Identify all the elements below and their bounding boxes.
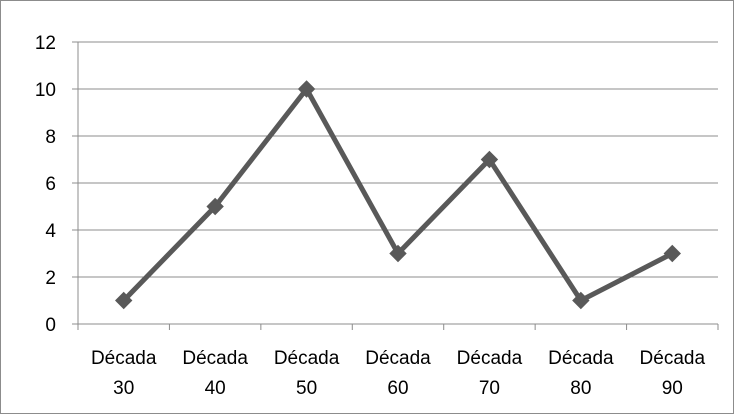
y-tick-label: 0 — [45, 315, 56, 336]
data-point-marker — [663, 244, 681, 263]
x-tick-label: Década 70 — [457, 348, 523, 399]
y-tick-label: 8 — [45, 127, 56, 148]
series-line — [121, 86, 675, 303]
x-tick-label-line: 30 — [113, 378, 134, 399]
data-point-marker — [480, 150, 499, 169]
data-point-marker — [389, 244, 407, 263]
y-tick-label: 4 — [45, 221, 56, 242]
x-tick-label-line: 60 — [387, 378, 408, 399]
x-tick-label: Década 40 — [182, 348, 248, 399]
x-tick-label: Década 50 — [274, 348, 340, 399]
x-tick-label-line: 40 — [205, 378, 226, 399]
x-tick-label-line: Década — [182, 348, 248, 369]
x-tick-label-line: Década — [640, 348, 706, 369]
x-tick-label-line: 80 — [570, 378, 591, 399]
data-point-marker — [297, 80, 316, 98]
series-group — [115, 80, 681, 310]
data-point-marker — [206, 197, 224, 216]
y-tick-label: 6 — [45, 174, 56, 195]
y-tick-label: 2 — [45, 268, 56, 289]
data-point-marker — [572, 291, 590, 310]
x-tick-label-line: Década — [91, 348, 157, 369]
y-tick-label: 12 — [35, 33, 56, 54]
x-tick-label-line: Década — [274, 348, 340, 369]
data-point-marker — [115, 291, 133, 310]
x-axis-tick-labels: Década 30 Década 40 Década 50 Década 60 Década 70… — [91, 348, 705, 399]
x-tick-label-line: 70 — [479, 378, 500, 399]
x-tick-label-line: 50 — [296, 378, 317, 399]
x-tick-label: Década 30 — [91, 348, 157, 399]
x-tick-label: Década 80 — [548, 348, 614, 399]
y-axis-tick-labels: 0 2 4 6 8 10 12 — [35, 33, 57, 336]
x-tick-label: Década 90 — [640, 348, 706, 399]
x-tick-label: Década 60 — [365, 348, 431, 399]
x-tick-label-line: Década — [365, 348, 431, 369]
gridlines — [78, 41, 718, 278]
x-tick-label-line: 90 — [662, 378, 683, 399]
x-tick-label-line: Década — [457, 348, 523, 369]
x-tick-label-line: Década — [548, 348, 614, 369]
y-tick-label: 10 — [35, 80, 56, 101]
axes — [72, 41, 719, 330]
